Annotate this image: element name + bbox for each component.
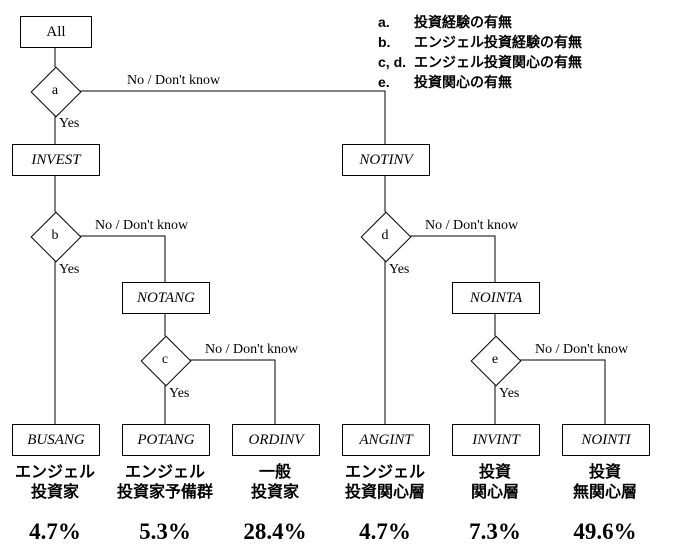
decision-c-label: c (141, 336, 189, 384)
node-potang: POTANG (122, 424, 210, 456)
category-busang-l1: エンジェル (15, 464, 95, 481)
legend: a.投資経験の有無 b.エンジェル投資経験の有無 c, d.エンジェル投資関心の… (378, 12, 582, 92)
decision-a: a (31, 67, 79, 115)
decision-c: c (141, 336, 189, 384)
legend-key-e: e. (378, 72, 414, 92)
node-nointa: NOINTA (452, 282, 540, 314)
legend-item-e: e.投資関心の有無 (378, 72, 582, 92)
category-potang-l2: 投資家予備群 (117, 484, 213, 501)
category-ordinv: 一般 投資家 (220, 463, 330, 503)
edge-d-yes: Yes (389, 262, 409, 278)
category-ordinv-l1: 一般 (259, 464, 291, 481)
edge-a-yes: Yes (59, 116, 79, 132)
node-invest: INVEST (12, 144, 100, 176)
category-nointi-l1: 投資 (589, 464, 621, 481)
pct-busang: 4.7% (0, 519, 110, 545)
legend-item-cd: c, d.エンジェル投資関心の有無 (378, 52, 582, 72)
node-ordinv-label: ORDINV (249, 432, 304, 449)
category-angint-l1: エンジェル (345, 464, 425, 481)
edge-c-no: No / Don't know (205, 342, 298, 358)
node-nointi: NOINTI (562, 424, 650, 456)
node-nointi-label: NOINTI (581, 432, 630, 449)
decision-e-label: e (471, 336, 519, 384)
decision-a-label: a (31, 67, 79, 115)
node-angint-label: ANGINT (359, 432, 412, 449)
category-nointi: 投資 無関心層 (550, 463, 660, 503)
node-invint-label: INVINT (472, 432, 520, 449)
node-busang-label: BUSANG (27, 432, 85, 449)
decision-e: e (471, 336, 519, 384)
pct-angint: 4.7% (330, 519, 440, 545)
legend-item-b: b.エンジェル投資経験の有無 (378, 32, 582, 52)
node-all-label: All (46, 24, 65, 41)
category-invint-l1: 投資 (479, 464, 511, 481)
decision-d: d (361, 212, 409, 260)
legend-text-cd: エンジェル投資関心の有無 (414, 54, 582, 70)
node-notinv: NOTINV (342, 144, 430, 176)
node-all: All (20, 16, 92, 48)
edge-d-no: No / Don't know (425, 218, 518, 234)
category-busang-l2: 投資家 (31, 484, 79, 501)
category-invint-l2: 関心層 (471, 484, 519, 501)
node-potang-label: POTANG (137, 432, 194, 449)
node-invest-label: INVEST (31, 152, 80, 169)
node-notang: NOTANG (122, 282, 210, 314)
category-angint: エンジェル 投資関心層 (330, 463, 440, 503)
edge-b-no: No / Don't know (95, 218, 188, 234)
node-notinv-label: NOTINV (359, 152, 412, 169)
legend-text-e: 投資関心の有無 (414, 74, 512, 90)
category-potang: エンジェル 投資家予備群 (110, 463, 220, 503)
legend-item-a: a.投資経験の有無 (378, 12, 582, 32)
edge-c-yes: Yes (169, 386, 189, 402)
legend-text-a: 投資経験の有無 (414, 14, 512, 30)
edge-a-no: No / Don't know (127, 73, 220, 89)
edge-e-no: No / Don't know (535, 342, 628, 358)
category-angint-l2: 投資関心層 (345, 484, 425, 501)
legend-text-b: エンジェル投資経験の有無 (414, 34, 582, 50)
legend-key-b: b. (378, 32, 414, 52)
pct-potang: 5.3% (110, 519, 220, 545)
node-nointa-label: NOINTA (470, 290, 522, 307)
decision-b-label: b (31, 212, 79, 260)
category-ordinv-l2: 投資家 (251, 484, 299, 501)
decision-b: b (31, 212, 79, 260)
flowchart-stage: All a Yes No / Don't know INVEST NOTINV … (0, 0, 688, 556)
category-potang-l1: エンジェル (125, 464, 205, 481)
node-busang: BUSANG (12, 424, 100, 456)
edge-b-yes: Yes (59, 262, 79, 278)
category-invint: 投資 関心層 (440, 463, 550, 503)
category-nointi-l2: 無関心層 (573, 484, 637, 501)
pct-invint: 7.3% (440, 519, 550, 545)
category-busang: エンジェル 投資家 (0, 463, 110, 503)
node-ordinv: ORDINV (232, 424, 320, 456)
decision-d-label: d (361, 212, 409, 260)
node-angint: ANGINT (342, 424, 430, 456)
edge-e-yes: Yes (499, 386, 519, 402)
pct-ordinv: 28.4% (220, 519, 330, 545)
legend-key-a: a. (378, 12, 414, 32)
node-notang-label: NOTANG (137, 290, 195, 307)
node-invint: INVINT (452, 424, 540, 456)
legend-key-cd: c, d. (378, 52, 414, 72)
pct-nointi: 49.6% (550, 519, 660, 545)
